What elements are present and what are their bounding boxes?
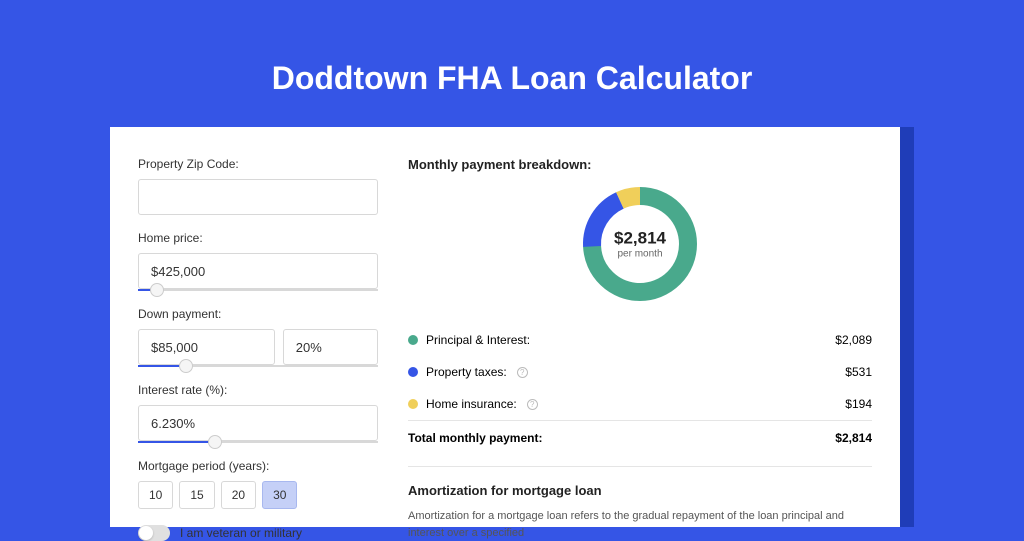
- veteran-toggle[interactable]: [138, 525, 170, 541]
- breakdown-row: Property taxes: ? $531: [408, 356, 872, 388]
- legend-dot: [408, 335, 418, 345]
- down-payment-slider[interactable]: [138, 365, 378, 367]
- total-row: Total monthly payment: $2,814: [408, 420, 872, 454]
- total-label: Total monthly payment:: [408, 431, 542, 445]
- breakdown-title: Monthly payment breakdown:: [408, 157, 872, 172]
- period-btn-30[interactable]: 30: [262, 481, 297, 509]
- calculator-card: Property Zip Code: Home price: Down paym…: [110, 127, 900, 527]
- amortization-text: Amortization for a mortgage loan refers …: [408, 508, 872, 541]
- legend-dot: [408, 367, 418, 377]
- breakdown-label: Principal & Interest:: [426, 333, 530, 347]
- mortgage-period-label: Mortgage period (years):: [138, 459, 378, 473]
- interest-rate-slider-thumb[interactable]: [208, 435, 222, 449]
- zip-input[interactable]: [138, 179, 378, 215]
- interest-rate-label: Interest rate (%):: [138, 383, 378, 397]
- breakdown-rows: Principal & Interest: $2,089Property tax…: [408, 324, 872, 420]
- donut-value: $2,814: [614, 229, 666, 249]
- down-payment-label: Down payment:: [138, 307, 378, 321]
- donut-chart-wrap: $2,814 per month: [408, 184, 872, 304]
- total-value: $2,814: [835, 431, 872, 445]
- veteran-toggle-knob: [139, 526, 153, 540]
- interest-rate-input[interactable]: [138, 405, 378, 441]
- breakdown-label: Property taxes:: [426, 365, 507, 379]
- breakdown-value: $531: [845, 365, 872, 379]
- info-icon[interactable]: ?: [517, 367, 528, 378]
- home-price-label: Home price:: [138, 231, 378, 245]
- home-price-slider[interactable]: [138, 289, 378, 291]
- home-price-field-group: Home price:: [138, 231, 378, 291]
- period-btn-10[interactable]: 10: [138, 481, 173, 509]
- down-payment-percent-input[interactable]: [283, 329, 378, 365]
- page-title: Doddtown FHA Loan Calculator: [0, 0, 1024, 127]
- interest-rate-field-group: Interest rate (%):: [138, 383, 378, 443]
- mortgage-period-options: 10152030: [138, 481, 378, 509]
- mortgage-period-field-group: Mortgage period (years): 10152030: [138, 459, 378, 509]
- breakdown-row: Home insurance: ? $194: [408, 388, 872, 420]
- home-price-slider-thumb[interactable]: [150, 283, 164, 297]
- breakdown-row: Principal & Interest: $2,089: [408, 324, 872, 356]
- interest-rate-slider[interactable]: [138, 441, 378, 443]
- form-column: Property Zip Code: Home price: Down paym…: [138, 157, 378, 497]
- breakdown-value: $2,089: [835, 333, 872, 347]
- info-icon[interactable]: ?: [527, 399, 538, 410]
- veteran-label: I am veteran or military: [180, 526, 302, 540]
- amortization-section: Amortization for mortgage loan Amortizat…: [408, 466, 872, 541]
- card-shadow: Property Zip Code: Home price: Down paym…: [110, 127, 914, 527]
- breakdown-value: $194: [845, 397, 872, 411]
- breakdown-column: Monthly payment breakdown: $2,814 per mo…: [408, 157, 872, 497]
- down-payment-amount-input[interactable]: [138, 329, 275, 365]
- down-payment-field-group: Down payment:: [138, 307, 378, 367]
- veteran-toggle-row: I am veteran or military: [138, 525, 378, 541]
- breakdown-label: Home insurance:: [426, 397, 517, 411]
- period-btn-15[interactable]: 15: [179, 481, 214, 509]
- zip-field-group: Property Zip Code:: [138, 157, 378, 215]
- period-btn-20[interactable]: 20: [221, 481, 256, 509]
- donut-label: per month: [614, 249, 666, 260]
- home-price-input[interactable]: [138, 253, 378, 289]
- zip-label: Property Zip Code:: [138, 157, 378, 171]
- down-payment-slider-thumb[interactable]: [179, 359, 193, 373]
- amortization-title: Amortization for mortgage loan: [408, 483, 872, 498]
- legend-dot: [408, 399, 418, 409]
- donut-chart: $2,814 per month: [580, 184, 700, 304]
